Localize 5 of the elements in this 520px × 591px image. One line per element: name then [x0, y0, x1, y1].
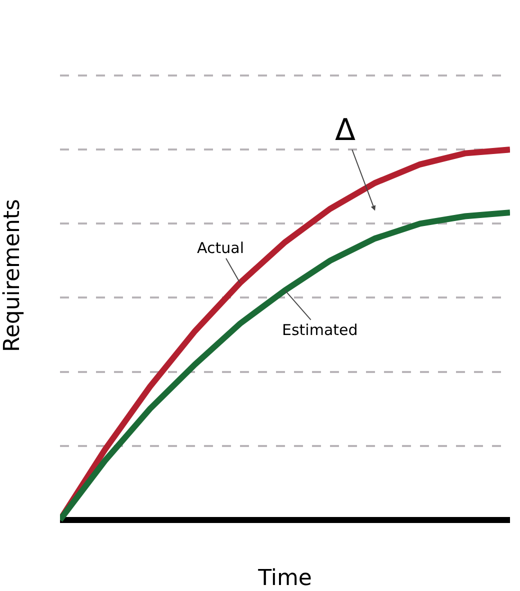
x-axis-title: Time: [257, 566, 312, 591]
series-label: Actual: [197, 239, 244, 257]
text: Δ: [335, 113, 356, 148]
y-axis-title: Requirements: [0, 199, 25, 352]
series-label: Estimated: [282, 321, 358, 339]
